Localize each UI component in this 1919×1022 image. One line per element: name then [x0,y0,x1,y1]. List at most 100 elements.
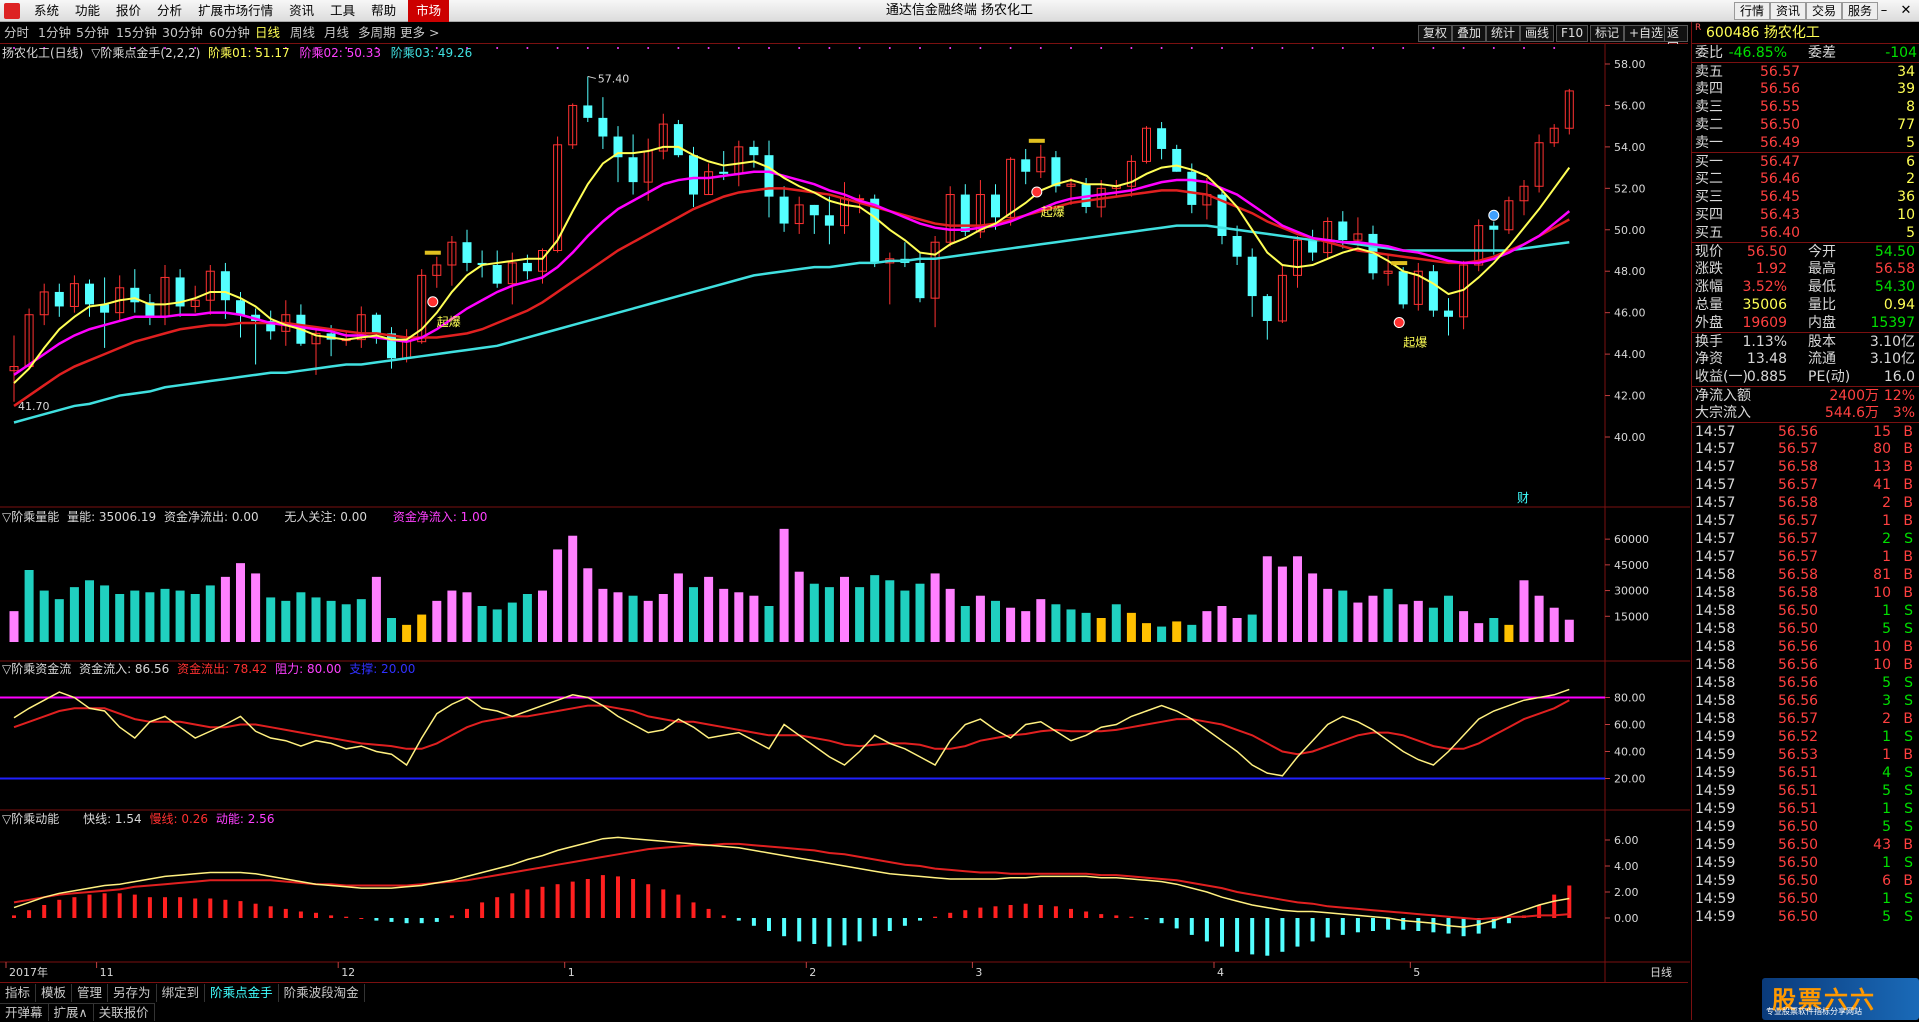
momentum-bar [253,903,258,918]
bottom-tab[interactable]: 模板 [36,984,73,1002]
bottom-tab[interactable]: 扩展∧ [49,1004,94,1021]
menu-item-market[interactable]: 市场 [408,0,450,22]
candle-body [1398,271,1408,305]
sell-row: 卖二 56.50 77 [1692,116,1919,134]
top-button-trade[interactable]: 交易 [1806,2,1843,20]
tick-volume: 43 [1873,837,1891,853]
candle-body [689,155,698,195]
momentum-bar [419,918,424,924]
tick-side: S [1904,855,1913,871]
tool-button[interactable]: 统计 [1486,25,1521,42]
stat-label: 量比 [1808,297,1836,313]
x-tick-label: 11 [100,966,114,979]
menu-item[interactable]: 帮助 [371,3,397,18]
bottom-tab[interactable]: 关联报价 [94,1004,155,1021]
tick-volume: 41 [1873,477,1891,493]
tick-time: 14:57 [1695,477,1736,493]
menu-item[interactable]: 工具 [330,3,356,18]
momentum-bar [1235,918,1240,952]
stat-label: 总量 [1695,297,1723,313]
menu-item[interactable]: 扩展市场行情 [198,3,274,18]
tick-time: 14:57 [1695,441,1736,457]
momentum-legend-title: ▽阶乘动能 [2,812,59,826]
menu-item[interactable]: 功能 [75,3,101,18]
stat-row: 现价 56.50 今开 54.50 [1692,242,1919,260]
tool-button[interactable]: +自选 [1624,25,1669,42]
period-tab[interactable]: 1分钟 [38,25,71,40]
top-dot [1281,47,1284,49]
momentum-legend-c: 动能: 2.56 [216,812,275,826]
top-button-news[interactable]: 资讯 [1770,2,1807,20]
tool-button[interactable]: 返回 [1664,25,1688,55]
top-dot [1130,47,1133,49]
bottom-tab[interactable]: 绑定到 [157,984,206,1002]
volume-bar [1262,556,1272,642]
stat-value: 13.48 [1746,351,1787,367]
bottom-tab[interactable]: 管理 [72,984,109,1002]
minimize-icon[interactable]: – [1880,3,1888,18]
menu-item[interactable]: 报价 [116,3,142,18]
tick-price: 56.57 [1778,441,1819,457]
bottom-tab-active[interactable]: 阶乘点金手 [205,984,279,1002]
weibi-label: 委比 [1695,45,1723,61]
stat-label: 今开 [1808,244,1836,260]
bottom-tab[interactable]: 另存为 [108,984,157,1002]
volume-bar [1293,556,1302,642]
top-dot [254,47,257,49]
volume-bar [145,592,155,642]
tick-price: 56.50 [1778,603,1819,619]
tick-volume: 2 [1882,531,1891,547]
bottom-tab[interactable]: 指标 [0,984,37,1002]
tick-time: 14:57 [1695,459,1736,475]
top-button-quote[interactable]: 行情 [1734,2,1771,20]
momentum-bar [1355,918,1360,933]
tick-row: 14:59 56.50 5 S [1692,908,1919,926]
stock-header: R 600486 扬农化工 [1692,22,1919,44]
top-dot [1523,47,1525,49]
period-tab[interactable]: 60分钟 [209,25,250,40]
period-tab[interactable]: 5分钟 [76,25,109,40]
candle-body [190,299,200,307]
volume-bar [975,595,985,642]
period-tab[interactable]: 30分钟 [162,25,203,40]
sell-row: 卖一 56.49 5 [1692,134,1919,152]
candle-body [538,250,547,272]
tick-price: 56.57 [1778,711,1819,727]
tick-side: B [1903,513,1913,529]
volume-bar [689,587,698,642]
period-tab[interactable]: 月线 [324,25,350,40]
volume-bar [749,595,759,642]
period-tab[interactable]: 周线 [290,25,316,40]
period-tab-more[interactable]: 更多 > [400,25,440,40]
volume-legend-title: ▽阶乘量能 [2,510,59,524]
bottom-tab[interactable]: 阶乘波段淘金 [279,984,365,1002]
tick-side: B [1903,477,1913,493]
tool-button[interactable]: 画线 [1520,25,1555,42]
candle-body [1262,296,1272,321]
candle-body [568,104,578,146]
tool-button[interactable]: F10 [1556,25,1589,42]
menu-item[interactable]: 分析 [157,3,183,18]
menu-item[interactable]: 资讯 [289,3,315,18]
tick-price: 56.57 [1778,531,1819,547]
ma-line-4 [13,224,1570,424]
period-tab[interactable]: 多周期 [358,25,396,40]
bottom-tab[interactable]: 开弹幕 [0,1004,49,1021]
tool-button[interactable]: 复权 [1418,25,1453,42]
tool-button[interactable]: 叠加 [1452,25,1487,42]
x-tick-label: 2 [809,966,816,979]
momentum-bar [1099,914,1104,918]
period-tab[interactable]: 分时 [4,25,30,40]
period-tab-daily[interactable]: 日线 [255,25,281,40]
volume-bar [1006,607,1016,642]
close-icon[interactable]: ✕ [1900,3,1912,18]
tick-time: 14:58 [1695,711,1736,727]
top-button-service[interactable]: 服务 [1842,2,1879,20]
period-tab[interactable]: 15分钟 [116,25,157,40]
buy-level: 买三 [1695,189,1723,205]
momentum-bar [298,911,303,918]
tool-button[interactable]: 标记 [1590,25,1625,42]
tick-price: 56.58 [1778,585,1819,601]
menu-item[interactable]: 系统 [34,3,60,18]
